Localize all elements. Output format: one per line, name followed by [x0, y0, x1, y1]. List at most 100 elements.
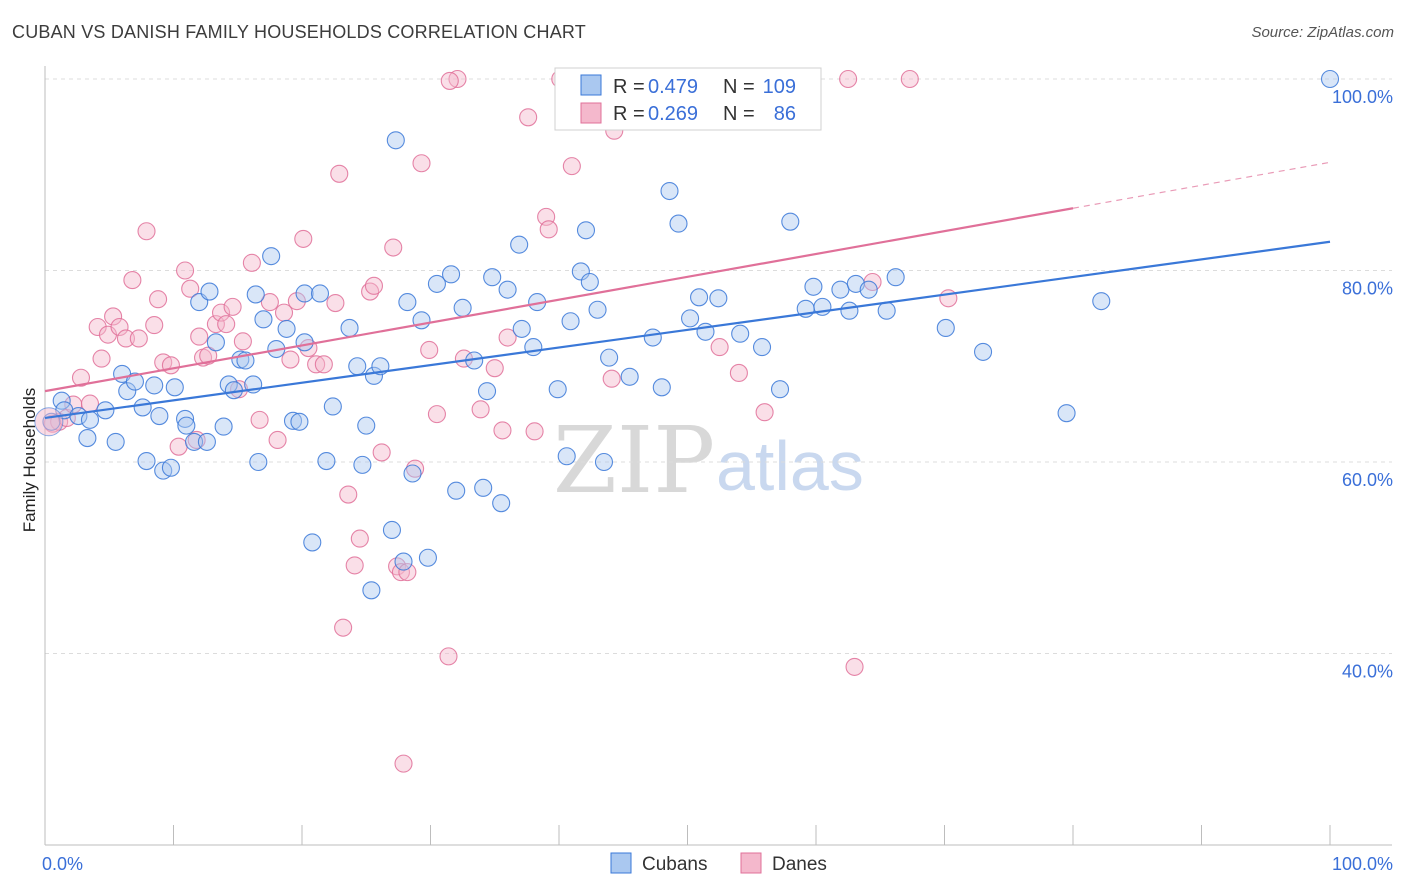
danes-point	[129, 329, 148, 348]
danes-point	[412, 154, 431, 173]
series-legend: Cubans Danes	[610, 852, 827, 875]
cubans-point	[386, 131, 405, 150]
danes-point	[839, 69, 858, 89]
danes-point	[181, 279, 200, 298]
danes-point	[427, 405, 446, 424]
danes-point	[334, 618, 353, 637]
danes-point	[420, 340, 439, 360]
y-tick-label: 40.0%	[1342, 662, 1393, 682]
cubans-point	[453, 298, 472, 317]
cubans-point	[510, 235, 529, 254]
danes-point	[294, 229, 313, 248]
danes-point	[176, 261, 195, 280]
cubans-point	[418, 548, 437, 567]
cubans-point	[398, 293, 417, 312]
danes-point	[493, 421, 512, 440]
legend-r-label-danes: R =	[613, 103, 645, 125]
danes-point	[92, 349, 111, 368]
cubans-point	[690, 288, 709, 307]
cubans-point	[150, 406, 169, 426]
danes-point	[137, 222, 156, 241]
cubans-point	[295, 333, 314, 352]
danes-point	[206, 315, 225, 334]
cubans-point	[78, 429, 97, 448]
cubans-point	[246, 285, 265, 304]
cubans-point	[161, 458, 180, 477]
danes-point	[539, 220, 558, 239]
cubans-point	[936, 318, 955, 338]
danes-point	[260, 293, 279, 312]
danes-point	[372, 443, 391, 462]
bottom-legend-swatch-cubans	[610, 852, 632, 874]
danes-point	[485, 359, 504, 378]
watermark-atlas: atlas	[716, 427, 864, 505]
cubans-point	[362, 581, 381, 600]
cubans-point	[125, 372, 144, 391]
legend-r-label-cubans: R =	[613, 76, 645, 98]
cubans-point	[561, 312, 580, 331]
cubans-point	[580, 272, 599, 292]
cubans-point	[652, 378, 671, 397]
bottom-legend-label-danes: Danes	[772, 854, 827, 875]
danes-point	[755, 403, 774, 422]
cubans-point	[548, 380, 567, 399]
danes-point	[519, 108, 538, 127]
cubans-point	[973, 342, 993, 361]
cubans-point	[1057, 404, 1076, 423]
cubans-point	[1320, 69, 1340, 89]
cubans-point	[340, 318, 359, 338]
cubans-point	[295, 284, 314, 303]
danes-point	[104, 307, 123, 326]
cubans-point	[474, 478, 493, 497]
danes-point	[242, 253, 261, 272]
danes-point	[268, 430, 287, 450]
cubans-point	[576, 221, 596, 240]
danes-point	[149, 290, 168, 309]
danes-point	[398, 563, 417, 582]
danes-point	[845, 657, 864, 676]
danes-point	[339, 485, 358, 504]
danes-point	[217, 315, 236, 334]
danes-trend-line	[44, 207, 1074, 393]
danes-trend-extension	[1072, 161, 1331, 209]
cubans-point	[185, 432, 204, 451]
danes-point	[350, 529, 369, 548]
cubans-point	[303, 533, 322, 552]
cubans-point	[557, 447, 576, 466]
danes-point	[330, 164, 349, 183]
cubans-point	[254, 310, 273, 329]
cubans-point	[620, 367, 639, 386]
cubans-point	[200, 282, 219, 301]
cubans-point	[176, 409, 195, 428]
cubans-point	[660, 181, 679, 201]
y-tick-label: 60.0%	[1342, 470, 1393, 490]
danes-point	[562, 157, 581, 176]
cubans-point	[752, 338, 772, 357]
cubans-point	[214, 417, 233, 436]
y-tick-label: 80.0%	[1342, 279, 1393, 299]
cubans-point	[447, 481, 466, 500]
danes-point	[602, 369, 621, 388]
cubans-point	[770, 380, 790, 399]
cubans-point	[394, 552, 413, 571]
danes-point	[391, 563, 410, 582]
danes-point	[439, 647, 458, 666]
danes-point	[281, 350, 300, 369]
cubans-point	[492, 494, 511, 513]
cubans-point	[382, 520, 402, 540]
bottom-legend-swatch-danes	[740, 852, 762, 874]
tick-labels: 40.0% 60.0% 80.0% 100.0% 0.0% 100.0%	[42, 87, 1393, 874]
danes-point	[314, 355, 333, 374]
danes-point	[900, 69, 919, 89]
cubans-point	[277, 319, 296, 338]
legend-swatch-cubans	[580, 74, 602, 96]
series-danes	[43, 69, 958, 773]
cubans-point	[290, 412, 309, 431]
cubans-point	[781, 212, 800, 231]
legend-n-value-danes: 86	[774, 103, 796, 125]
danes-point	[525, 422, 544, 441]
danes-point	[406, 459, 425, 478]
cubans-point	[177, 416, 196, 435]
cubans-point	[588, 300, 607, 319]
